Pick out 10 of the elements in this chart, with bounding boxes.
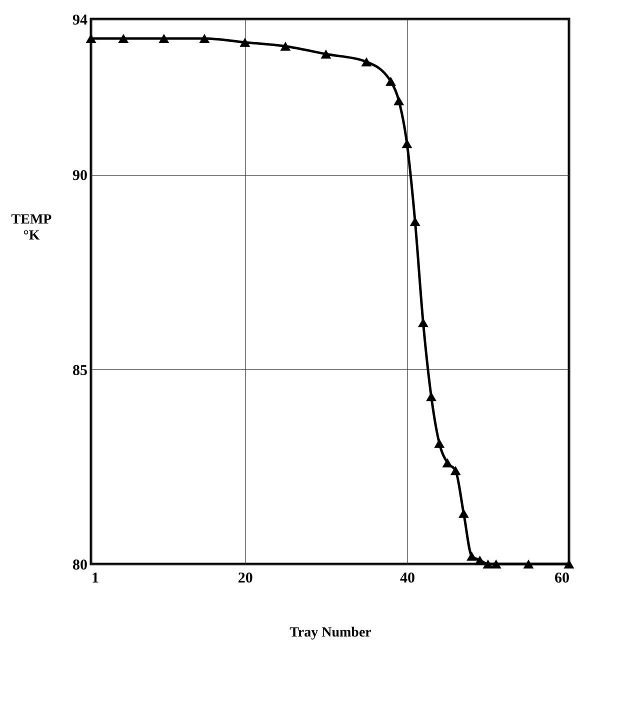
y-tick-label: 85 bbox=[72, 362, 88, 379]
x-tick-label: 60 bbox=[554, 570, 570, 586]
x-tick-label: 40 bbox=[400, 570, 415, 586]
x-tick-label: 20 bbox=[238, 570, 253, 586]
x-axis-title: Tray Number bbox=[290, 626, 372, 640]
y-tick-label: 94 bbox=[72, 12, 88, 28]
x-tick-label: 1 bbox=[92, 570, 99, 586]
y-axis-title: TEMP °K bbox=[11, 212, 52, 244]
y-tick-label: 90 bbox=[72, 168, 88, 184]
y-tick-label: 80 bbox=[72, 558, 88, 574]
